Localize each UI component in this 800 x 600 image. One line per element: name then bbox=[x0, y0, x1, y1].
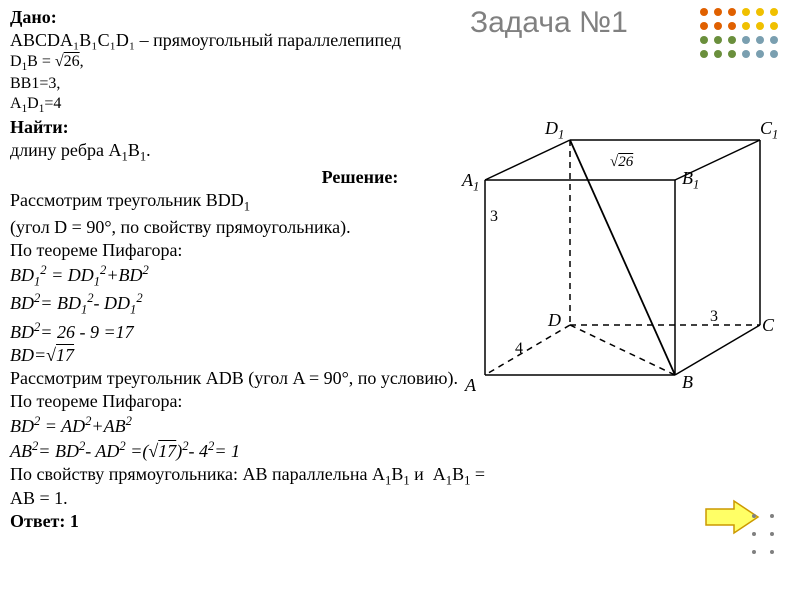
sol-5: По теореме Пифагора: bbox=[10, 391, 490, 412]
label-C: C bbox=[762, 315, 774, 336]
label-B1: B1 bbox=[682, 168, 699, 193]
eq-4: BD=√17 bbox=[10, 345, 490, 366]
eq-1: BD12 = DD12+BD2 bbox=[10, 263, 490, 290]
decorative-dots bbox=[700, 8, 780, 60]
label-A: A bbox=[465, 375, 476, 396]
label-4: 4 bbox=[515, 340, 523, 358]
eq-2: BD2= BD12- DD12 bbox=[10, 291, 490, 318]
cube-diagram: D1 C1 A1 B1 D C A B √26 3 3 4 bbox=[460, 100, 780, 420]
sol-6: По свойству прямоугольника: AB параллель… bbox=[10, 464, 490, 510]
find-text: длину ребра A1B1. bbox=[10, 140, 490, 165]
eq-6: AB2= BD2- AD2 =(√17)2- 42= 1 bbox=[10, 439, 490, 462]
sol-3: По теореме Пифагора: bbox=[10, 240, 490, 261]
sol-2: (угол D = 90°, по свойству прямоугольник… bbox=[10, 217, 490, 238]
label-sqrt26: √26 bbox=[610, 154, 633, 171]
page-title: Задача №1 bbox=[470, 6, 628, 40]
eq-5: BD2 = AD2+AB2 bbox=[10, 414, 490, 437]
sol-1: Рассмотрим треугольник BDD1 bbox=[10, 190, 490, 215]
label-B: B bbox=[682, 372, 693, 393]
given-2: D1B = √26, bbox=[10, 53, 490, 73]
arrow-dots-deco bbox=[752, 514, 780, 560]
given-3: BB1=3, bbox=[10, 75, 490, 93]
label-3b: 3 bbox=[710, 308, 718, 326]
label-D1: D1 bbox=[545, 118, 564, 143]
given-4: A1D1=4 bbox=[10, 95, 490, 115]
sol-4: Рассмотрим треугольник ADB (угол A = 90°… bbox=[10, 368, 490, 389]
given-label: Дано: bbox=[10, 7, 490, 28]
answer: Ответ: 1 bbox=[10, 511, 490, 532]
label-A1: A1 bbox=[462, 170, 479, 195]
given-1: ABCDA₁B₁C₁D₁ – прямоугольный параллелепи… bbox=[10, 30, 490, 51]
problem-content: Дано: ABCDA₁B₁C₁D₁ – прямоугольный парал… bbox=[10, 5, 490, 534]
label-D: D bbox=[548, 310, 561, 331]
eq-3: BD2= 26 - 9 =17 bbox=[10, 320, 490, 343]
label-C1: C1 bbox=[760, 118, 778, 143]
label-3a: 3 bbox=[490, 208, 498, 226]
solution-label: Решение: bbox=[230, 167, 490, 188]
find-label: Найти: bbox=[10, 117, 490, 138]
